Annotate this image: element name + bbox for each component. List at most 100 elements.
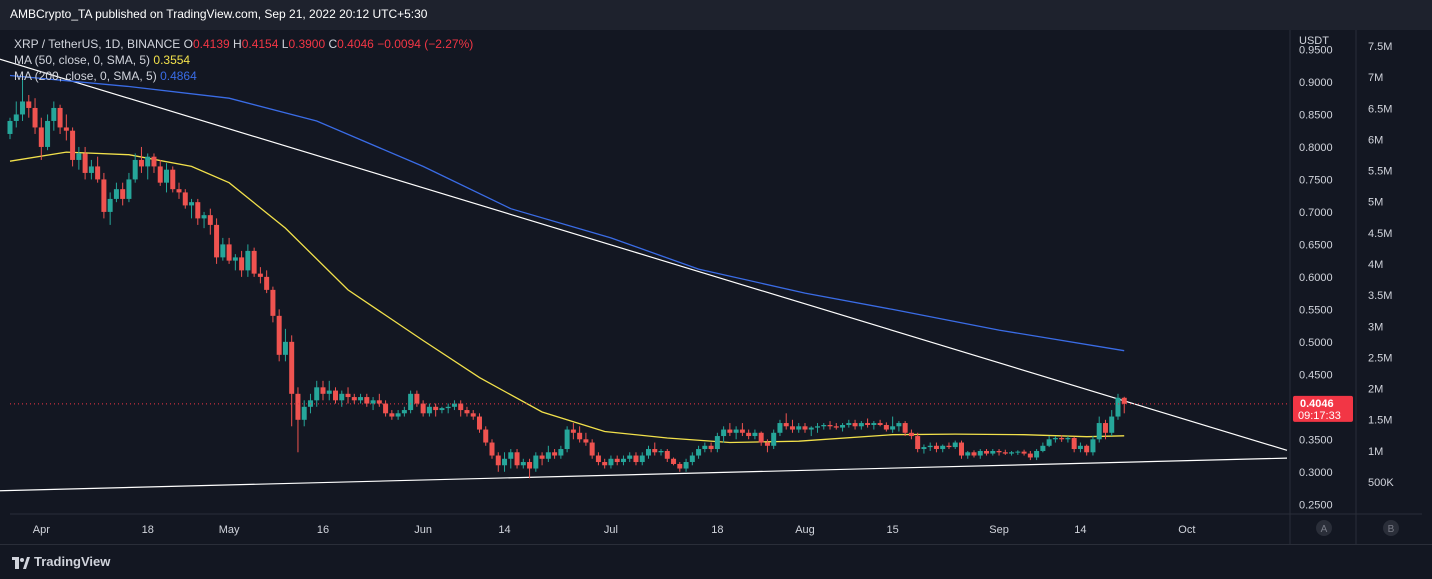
- candle[interactable]: [483, 426, 489, 446]
- candle[interactable]: [383, 400, 389, 417]
- candle[interactable]: [1059, 435, 1065, 442]
- candle[interactable]: [132, 153, 138, 183]
- candle[interactable]: [595, 452, 601, 466]
- candle[interactable]: [840, 423, 846, 432]
- candle[interactable]: [51, 101, 57, 131]
- candle[interactable]: [927, 442, 933, 451]
- candle[interactable]: [464, 406, 470, 417]
- candles[interactable]: [7, 75, 1127, 479]
- candle[interactable]: [351, 393, 357, 404]
- candle[interactable]: [652, 442, 658, 456]
- candle[interactable]: [620, 455, 626, 466]
- candle[interactable]: [88, 159, 94, 180]
- candle[interactable]: [527, 458, 533, 479]
- candle[interactable]: [877, 419, 883, 427]
- candle[interactable]: [871, 421, 877, 430]
- candle[interactable]: [1102, 419, 1108, 440]
- trendlines[interactable]: [0, 53, 1288, 492]
- candle[interactable]: [439, 406, 445, 414]
- candle[interactable]: [113, 182, 119, 203]
- scale-b-button[interactable]: B: [1383, 520, 1399, 536]
- candle[interactable]: [1052, 436, 1058, 443]
- candle[interactable]: [451, 400, 457, 411]
- candle[interactable]: [32, 98, 38, 134]
- candle[interactable]: [282, 328, 288, 362]
- candle[interactable]: [671, 457, 677, 466]
- candle[interactable]: [63, 114, 69, 141]
- tradingview-logo[interactable]: TradingView: [12, 554, 110, 569]
- candle[interactable]: [38, 117, 44, 160]
- candle[interactable]: [1096, 416, 1102, 443]
- candle[interactable]: [808, 426, 814, 437]
- candle[interactable]: [1090, 436, 1096, 456]
- candle[interactable]: [746, 429, 752, 440]
- candle[interactable]: [1027, 450, 1033, 461]
- candle[interactable]: [564, 426, 570, 453]
- candle[interactable]: [552, 449, 558, 459]
- legend-ma200-row[interactable]: MA (200, close, 0, SMA, 5) 0.4864: [14, 68, 473, 84]
- candle[interactable]: [958, 440, 964, 459]
- candle[interactable]: [664, 449, 670, 463]
- candle[interactable]: [151, 153, 157, 173]
- candle[interactable]: [101, 172, 107, 219]
- candle[interactable]: [777, 419, 783, 437]
- candle[interactable]: [708, 442, 714, 453]
- candle[interactable]: [646, 445, 651, 459]
- candle[interactable]: [608, 455, 614, 469]
- candle[interactable]: [1109, 410, 1115, 437]
- candle[interactable]: [627, 452, 633, 463]
- time-axis[interactable]: Apr 18 May 16 Jun 14 Jul 18 Aug 15 Sep 14 Oct: [33, 524, 1196, 536]
- candle[interactable]: [264, 270, 270, 294]
- chart-area[interactable]: [10, 30, 1422, 544]
- candle[interactable]: [1121, 396, 1127, 414]
- candle[interactable]: [758, 431, 764, 446]
- candle[interactable]: [45, 114, 51, 151]
- candle[interactable]: [1115, 393, 1121, 420]
- candle[interactable]: [946, 442, 952, 450]
- candle[interactable]: [802, 423, 808, 433]
- candle[interactable]: [339, 390, 345, 407]
- descending-trendline[interactable]: [0, 53, 1288, 451]
- candle[interactable]: [508, 449, 514, 469]
- candle[interactable]: [195, 198, 201, 225]
- candle[interactable]: [20, 75, 26, 121]
- candle[interactable]: [852, 419, 858, 430]
- candle[interactable]: [345, 387, 351, 404]
- candle[interactable]: [1040, 442, 1046, 453]
- candle[interactable]: [314, 380, 320, 407]
- candle[interactable]: [276, 309, 282, 362]
- candle[interactable]: [827, 421, 833, 430]
- candle[interactable]: [639, 452, 645, 466]
- candle[interactable]: [614, 455, 620, 466]
- candle[interactable]: [1071, 436, 1077, 453]
- candle[interactable]: [1015, 450, 1021, 455]
- candle[interactable]: [226, 237, 232, 264]
- candle[interactable]: [739, 423, 745, 437]
- candle[interactable]: [320, 380, 326, 401]
- candle[interactable]: [189, 198, 195, 219]
- candle[interactable]: [1046, 436, 1052, 448]
- candle[interactable]: [95, 156, 101, 183]
- candle[interactable]: [921, 444, 927, 454]
- candle[interactable]: [251, 247, 257, 277]
- candle[interactable]: [890, 416, 896, 433]
- candle[interactable]: [239, 250, 245, 277]
- candle[interactable]: [13, 101, 19, 128]
- candle[interactable]: [520, 458, 526, 469]
- candle[interactable]: [270, 286, 276, 323]
- candle[interactable]: [220, 237, 226, 261]
- candle[interactable]: [677, 462, 683, 472]
- candle[interactable]: [489, 439, 495, 459]
- candle[interactable]: [915, 432, 921, 453]
- candle[interactable]: [952, 440, 958, 450]
- candle[interactable]: [120, 182, 126, 206]
- candle[interactable]: [163, 163, 169, 193]
- candle[interactable]: [783, 413, 789, 430]
- candle[interactable]: [408, 390, 414, 414]
- candle[interactable]: [214, 218, 220, 264]
- candle[interactable]: [714, 432, 720, 453]
- candle[interactable]: [971, 450, 977, 458]
